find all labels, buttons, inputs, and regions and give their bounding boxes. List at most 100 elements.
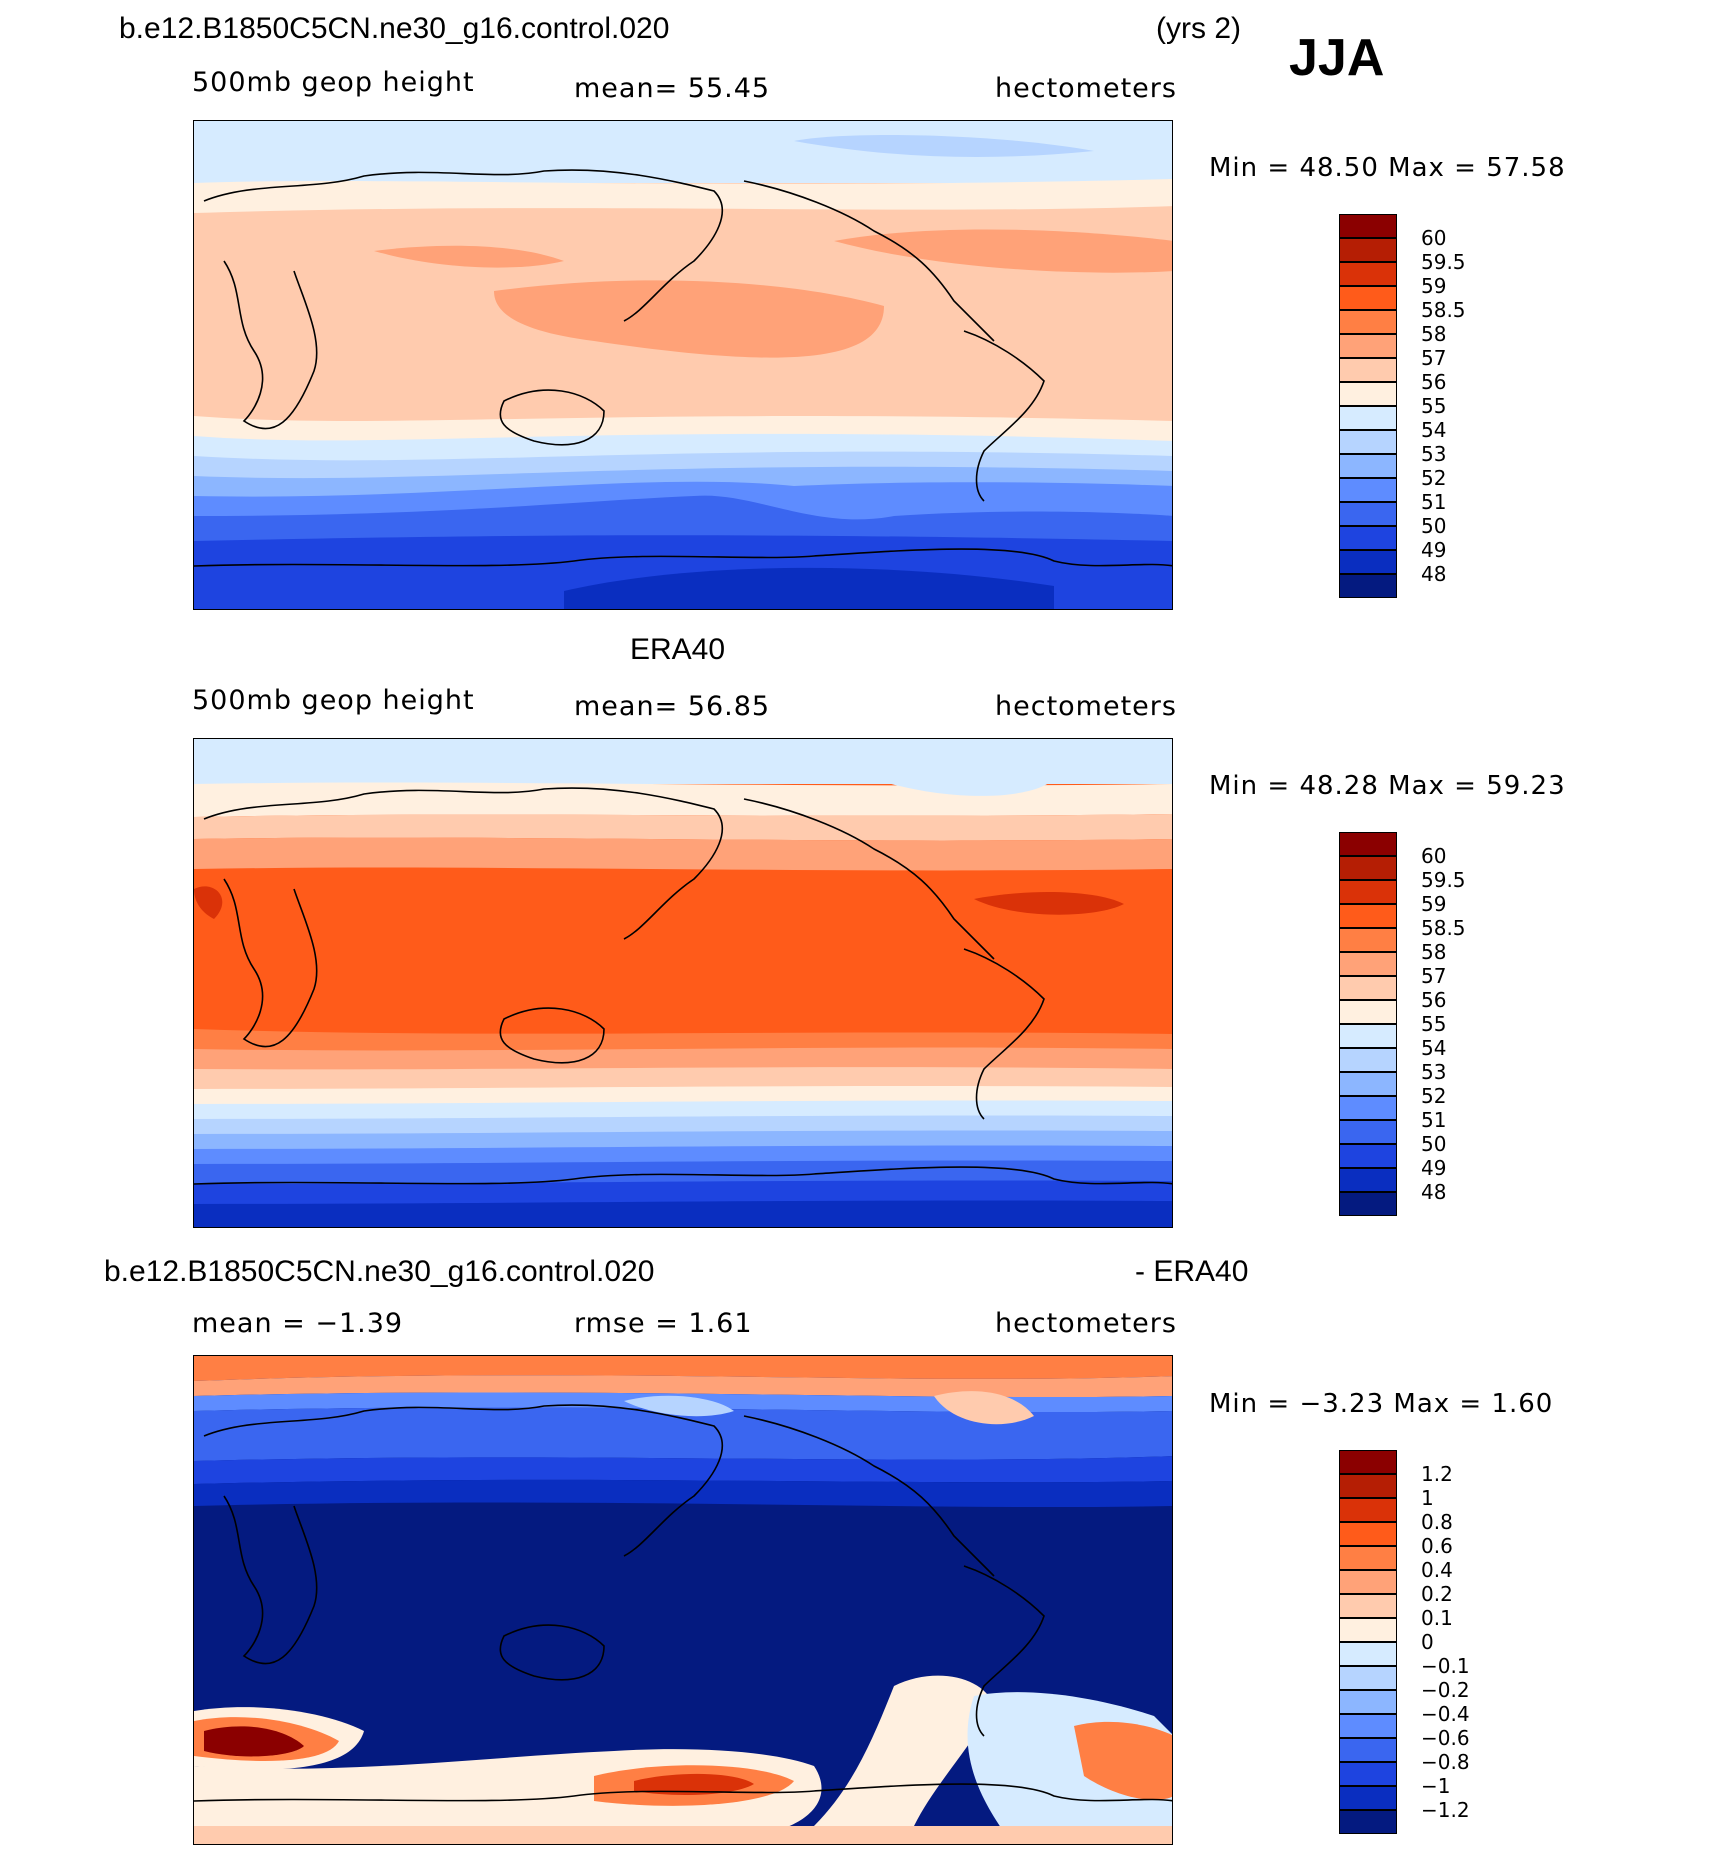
panel3-colorbar-swatch: [1339, 1690, 1397, 1714]
p2-coast-namerica: [743, 798, 995, 960]
panel2-colorbar-swatch: [1339, 904, 1397, 928]
p3-patch-pacific-se: [796, 1675, 994, 1844]
panel1-colorbar-label: 53: [1421, 442, 1447, 466]
panel1-colorbar-swatch: [1339, 406, 1397, 430]
p2-coast-africa: [223, 878, 318, 1048]
panel1-colorbar-swatch: [1339, 238, 1397, 262]
p3-coast-namerica: [743, 1415, 995, 1577]
p2-patch-africa-hi: [194, 886, 223, 919]
panel1-colorbar-label: 60: [1421, 226, 1447, 250]
p3-band-nh-3: [194, 1456, 1172, 1484]
panel2-colorbar-swatch: [1339, 832, 1397, 856]
panel2-map-svg: [194, 739, 1172, 1227]
p2-coast-australia: [499, 1007, 605, 1064]
panel1-colorbar-label: 59.5: [1421, 250, 1466, 274]
p1-coastlines: [194, 169, 1172, 567]
panel2-colorbar-swatch: [1339, 928, 1397, 952]
panel3-colorbar-label: −0.1: [1421, 1654, 1470, 1678]
panel1-colorbar-label: 52: [1421, 466, 1447, 490]
p1-patch-atlantic: [834, 229, 1172, 273]
p1-coast-australia: [499, 389, 605, 446]
panel3-colorbar-label: 1.2: [1421, 1462, 1453, 1486]
panel3-title-left: b.e12.B1850C5CN.ne30_g16.control.020: [104, 1255, 655, 1288]
p3-band-pole: [194, 1826, 1172, 1844]
p1-coast-samerica: [963, 330, 1045, 502]
panel3-colorbar-swatch: [1339, 1594, 1397, 1618]
case-title: b.e12.B1850C5CN.ne30_g16.control.020: [119, 12, 670, 45]
p3-coast-antarctica: [194, 1783, 1172, 1802]
panel2-colorbar-label: 60: [1421, 844, 1447, 868]
panel3-colorbar-label: 0.2: [1421, 1582, 1453, 1606]
p1-band-sh-8: [564, 567, 1054, 609]
panel1-variable: 500mb geop height: [192, 67, 475, 98]
years-label: (yrs 2): [1156, 12, 1241, 45]
panel2-colorbar-label: 51: [1421, 1108, 1447, 1132]
panel2-colorbar-swatch: [1339, 856, 1397, 880]
panel3-colorbar-label: −0.2: [1421, 1678, 1470, 1702]
panel2-colorbar: 60 59.5 59 58.5 58 57 56 55 54 53 52 51 50 49 48: [1339, 832, 1466, 1216]
p3-coast-africa: [223, 1495, 318, 1665]
p3-patch-greenland: [934, 1391, 1034, 1425]
panel2-colorbar-swatch: [1339, 1048, 1397, 1072]
p3-band-nh-4: [194, 1479, 1172, 1508]
panel1-colorbar-label: 57: [1421, 346, 1447, 370]
p3-coast-eurasia: [203, 1404, 724, 1557]
panel3-colorbar-swatch: [1339, 1738, 1397, 1762]
panel1-colorbar-swatch: [1339, 502, 1397, 526]
p3-patch-siberia: [624, 1395, 734, 1417]
panel3-colorbar: 1.2 1 0.8 0.6 0.4 0.2 0.1 0 −0.1 −0.2 −0.4 −0.6 −0.8…: [1339, 1450, 1470, 1834]
p2-coast-eurasia: [203, 787, 724, 940]
p1-patch-asia: [374, 245, 564, 268]
panel3-units: hectometers: [995, 1308, 1177, 1339]
panel3-map: [193, 1355, 1173, 1845]
panel2-colorbar-label: 55: [1421, 1012, 1447, 1036]
panel1-colorbar-swatch: [1339, 454, 1397, 478]
panel2-colorbar-swatch: [1339, 1000, 1397, 1024]
p2-coastlines: [194, 787, 1172, 1185]
panel2-colorbar-label: 50: [1421, 1132, 1447, 1156]
panel1-colorbar-swatch: [1339, 478, 1397, 502]
panel1-colorbar-swatch: [1339, 310, 1397, 334]
panel3-map-svg: [194, 1356, 1172, 1844]
panel2-colorbar-label: 53: [1421, 1060, 1447, 1084]
panel3-colorbar-swatch: [1339, 1450, 1397, 1474]
panel3-colorbar-swatch: [1339, 1714, 1397, 1738]
p2-coast-samerica: [963, 948, 1045, 1120]
panel2-colorbar-swatch: [1339, 1144, 1397, 1168]
p3-coast-samerica: [963, 1565, 1045, 1737]
p3-patch-atlantic-warm: [1074, 1721, 1172, 1800]
panel2-colorbar-label: 56: [1421, 988, 1447, 1012]
panel2-colorbar-swatch: [1339, 1024, 1397, 1048]
panel2-minmax: Min = 48.28 Max = 59.23: [1209, 771, 1566, 801]
panel1-colorbar-label: 56: [1421, 370, 1447, 394]
panel1-colorbar-swatch: [1339, 286, 1397, 310]
p3-patch-sh-max: [204, 1726, 304, 1757]
p3-band-arctic-2: [194, 1375, 1172, 1398]
panel2-colorbar-swatch: [1339, 976, 1397, 1000]
panel3-title-right: - ERA40: [1135, 1255, 1249, 1288]
panel1-mean: mean= 55.45: [574, 73, 771, 104]
p2-coast-antarctica: [194, 1166, 1172, 1185]
panel1-colorbar-label: 54: [1421, 418, 1447, 442]
panel3-colorbar-swatch: [1339, 1618, 1397, 1642]
panel3-colorbar-label: −0.8: [1421, 1750, 1470, 1774]
panel3-colorbar-swatch: [1339, 1762, 1397, 1786]
panel1-colorbar-swatch: [1339, 382, 1397, 406]
panel1-colorbar-swatch: [1339, 334, 1397, 358]
panel2-colorbar-label: 58.5: [1421, 916, 1466, 940]
panel2-colorbar-label: 57: [1421, 964, 1447, 988]
panel2-colorbar-swatch: [1339, 1072, 1397, 1096]
p1-patch-pacific: [494, 280, 884, 358]
panel3-colorbar-swatch: [1339, 1498, 1397, 1522]
panel1-colorbar-label: 50: [1421, 514, 1447, 538]
p3-coastlines: [194, 1404, 1172, 1802]
panel2-units: hectometers: [995, 691, 1177, 722]
panel1-colorbar-swatch: [1339, 214, 1397, 238]
panel3-colorbar-label: 0: [1421, 1630, 1434, 1654]
panel3-colorbar-label: 0.8: [1421, 1510, 1453, 1534]
panel2-colorbar-label: 59: [1421, 892, 1447, 916]
panel1-minmax: Min = 48.50 Max = 57.58: [1209, 153, 1566, 183]
p1-coast-eurasia: [203, 169, 724, 322]
p3-band-nh-2: [194, 1407, 1172, 1461]
p1-coast-namerica: [743, 180, 995, 342]
